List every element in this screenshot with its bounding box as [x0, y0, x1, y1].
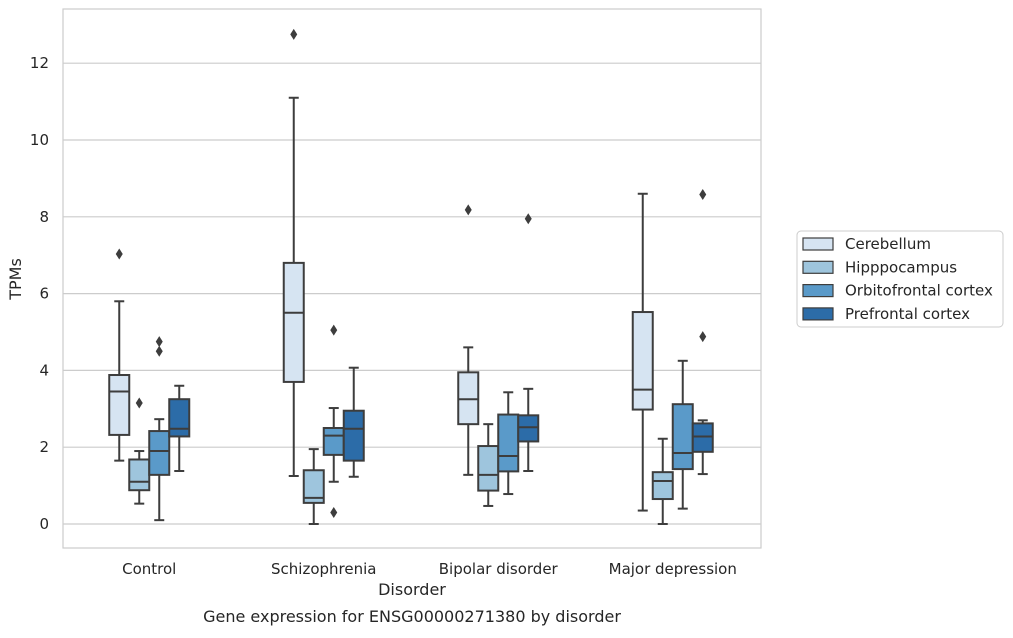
- box-group-0-0: [108, 248, 131, 462]
- outlier-point-1: [330, 324, 338, 336]
- legend-frame: [796, 230, 1004, 328]
- legend-swatch-0: [802, 237, 834, 251]
- y-tick-label-6: 6: [39, 285, 49, 303]
- outlier-point-0: [115, 248, 123, 260]
- box-group-1-3: [651, 437, 674, 525]
- y-tick-label-8: 8: [39, 208, 49, 226]
- outlier-point-0: [135, 397, 143, 409]
- box-iqr: [631, 311, 654, 411]
- box-group-0-3: [631, 192, 654, 512]
- box-group-2-3: [671, 359, 694, 510]
- outlier-point-0: [524, 213, 532, 225]
- box-iqr: [671, 403, 694, 471]
- legend-label-1: Hipppocampus: [845, 258, 957, 276]
- y-tick-label-4: 4: [39, 361, 49, 379]
- box-iqr: [322, 427, 345, 456]
- legend-label-2: Orbitofrontal cortex: [845, 282, 993, 300]
- legend-swatch-3: [802, 307, 834, 321]
- x-tick-label-1: Schizophrenia: [271, 560, 376, 578]
- box-group-0-1: [282, 28, 305, 477]
- legend-label-0: Cerebellum: [845, 235, 931, 253]
- box-group-2-0: [148, 336, 171, 522]
- box-layer: [108, 28, 714, 525]
- box-iqr: [342, 409, 365, 462]
- box-iqr: [691, 422, 714, 453]
- y-tick-label-0: 0: [39, 515, 49, 533]
- box-group-2-1: [322, 324, 345, 518]
- y-tick-label-2: 2: [39, 438, 49, 456]
- box-iqr: [302, 469, 325, 504]
- outlier-point-0: [330, 506, 338, 518]
- legend-swatch-1: [802, 260, 834, 274]
- legend-swatch-2: [802, 284, 834, 298]
- box-group-3-2: [517, 213, 540, 473]
- legend: Cerebellum Hipppocampus Orbitofrontal cort…: [796, 230, 1004, 328]
- box-iqr: [128, 458, 151, 492]
- box-iqr: [108, 374, 131, 436]
- box-iqr: [517, 414, 540, 443]
- x-tick-label-0: Control: [122, 560, 176, 578]
- box-iqr: [477, 445, 500, 492]
- outlier-point-0: [155, 345, 163, 357]
- y-axis-label: TPMs: [6, 258, 25, 301]
- box-iqr: [168, 398, 191, 438]
- box-group-1-1: [302, 448, 325, 525]
- outlier-point-1: [699, 189, 707, 201]
- box-group-1-2: [477, 423, 500, 507]
- box-group-3-1: [342, 366, 365, 478]
- y-tick-label-12: 12: [30, 54, 49, 72]
- x-tick-label-3: Major depression: [609, 560, 737, 578]
- x-tick-label-2: Bipolar disorder: [439, 560, 559, 578]
- box-group-3-0: [168, 384, 191, 473]
- x-axis-label: Disorder: [378, 580, 446, 599]
- outlier-point-0: [464, 204, 472, 216]
- figure-caption: Gene expression for ENSG00000271380 by d…: [203, 607, 621, 626]
- outlier-point-0: [699, 331, 707, 343]
- box-iqr: [282, 261, 305, 383]
- box-iqr: [148, 430, 171, 476]
- outlier-point-1: [155, 336, 163, 348]
- box-iqr: [497, 413, 520, 473]
- tick-layer: 0 2 4 6 8 10 12 Control Schizophrenia Bipolar dis…: [30, 54, 737, 578]
- y-tick-label-10: 10: [30, 131, 49, 149]
- box-iqr: [651, 471, 674, 501]
- box-group-3-3: [691, 189, 714, 476]
- box-group-0-2: [457, 204, 480, 476]
- box-group-2-2: [497, 391, 520, 496]
- outlier-point-0: [290, 28, 298, 40]
- legend-label-3: Prefrontal cortex: [845, 305, 970, 323]
